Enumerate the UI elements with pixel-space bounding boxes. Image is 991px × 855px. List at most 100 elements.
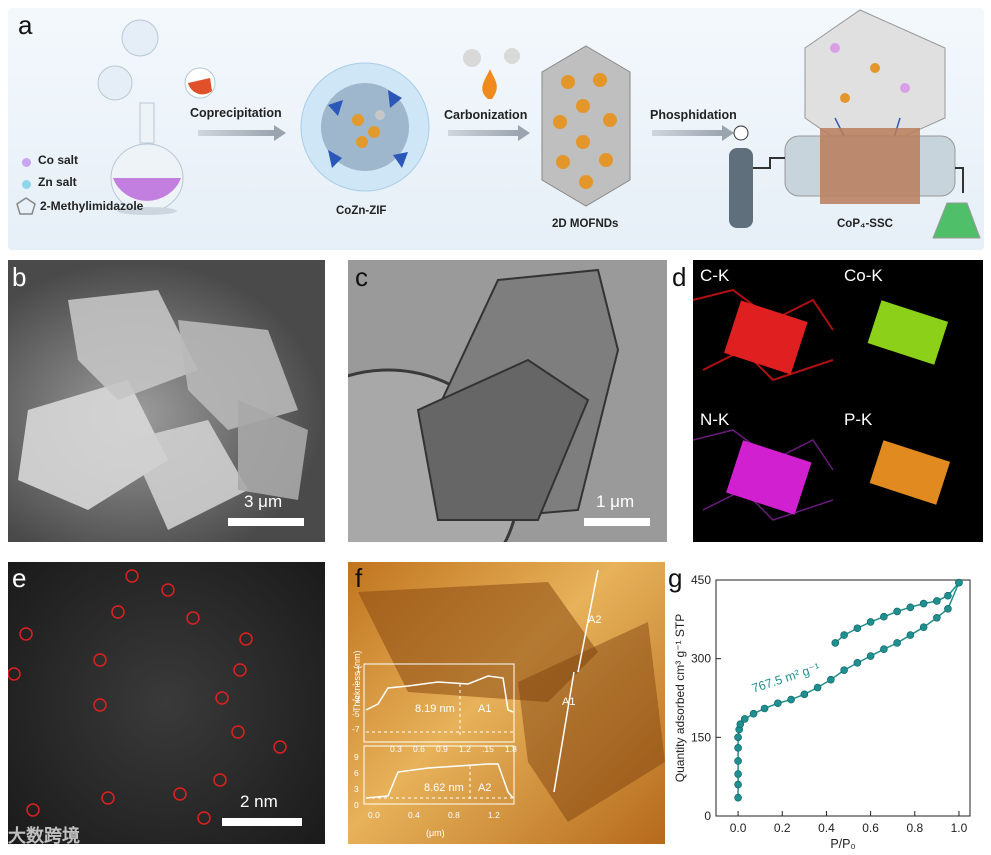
y-axis-label: Quantity adsorbed cm³ g⁻¹ STP <box>673 614 687 782</box>
data-point <box>800 690 809 699</box>
inset-top-xtick: 0.6 <box>413 744 425 754</box>
data-point <box>906 603 915 612</box>
data-point <box>787 695 795 704</box>
flame-icon <box>463 48 520 99</box>
data-point <box>866 652 875 660</box>
inset-top-xtick: 0.3 <box>390 744 402 754</box>
y-tick-label: 0 <box>704 809 711 823</box>
single-atom-marker <box>215 691 229 705</box>
inset-top-ytick: -3 <box>352 694 360 704</box>
data-point <box>866 618 875 626</box>
inset-bottom-tag: A2 <box>478 782 492 794</box>
single-atom-marker <box>161 583 175 597</box>
inset-top-ytick: -5 <box>352 709 360 719</box>
single-atom-marker <box>19 627 33 641</box>
eds-maps <box>693 260 983 542</box>
single-atom-marker <box>233 663 247 677</box>
product-cop4-ssc: CoP₄-SSC <box>837 218 893 230</box>
single-atom-marker <box>93 698 107 712</box>
scale-bar-e <box>222 818 302 826</box>
single-atom-marker <box>111 605 125 619</box>
eds-label-c-k: C-K <box>700 266 730 285</box>
eds-label-n-k: N-K <box>700 410 730 429</box>
data-point <box>919 623 928 631</box>
data-point <box>760 704 769 713</box>
isotherm-chart: 0 150 300 450 0.0 0.2 0.4 0.6 0.8 1.0 P/P₀ Quantity… <box>673 573 971 850</box>
eds-label-co-k: Co-K <box>844 266 883 285</box>
scale-text-b: 3 μm <box>244 492 283 511</box>
panel-label-d: d <box>672 262 687 292</box>
arrow-1 <box>198 125 286 141</box>
data-point <box>853 624 862 633</box>
data-point <box>734 793 742 802</box>
step-carbonization: Carbonization <box>444 108 528 122</box>
inset-bottom-xtick: 0.0 <box>368 810 380 820</box>
legend-2-methylimidazole: 2-Methylimidazole <box>40 199 144 213</box>
inset-top-ytick: 1 <box>356 664 361 674</box>
inset-top-ytick: -1 <box>352 679 360 689</box>
cozn-zif-illustration <box>300 62 430 192</box>
data-point <box>831 639 840 647</box>
data-point <box>906 631 915 639</box>
data-point <box>734 770 742 778</box>
panel-label-a: a <box>18 10 33 40</box>
eds-label-p-k: P-K <box>844 410 873 429</box>
tem-image <box>348 260 667 542</box>
single-atom-marker <box>173 787 187 801</box>
panel-label-f: f <box>355 563 363 593</box>
legend-zn-salt: Zn salt <box>38 175 77 189</box>
inset-xlabel: (μm) <box>426 828 445 838</box>
scale-bar-c <box>584 518 650 526</box>
step-coprecipitation: Coprecipitation <box>190 106 282 120</box>
data-point <box>880 645 888 654</box>
reaction-flask-illustration <box>97 19 216 215</box>
x-axis-label: P/P₀ <box>830 837 855 850</box>
data-point <box>944 591 952 600</box>
tube-furnace-illustration <box>729 9 981 239</box>
legend-co-salt: Co salt <box>38 153 79 167</box>
data-point <box>880 612 888 621</box>
thickness-profile-inset <box>363 663 515 805</box>
inset-bottom-ytick: 0 <box>354 800 359 810</box>
scale-text-e: 2 nm <box>240 792 278 811</box>
single-atom-marker <box>239 632 253 646</box>
data-point <box>893 639 901 647</box>
single-atom-marker <box>213 773 227 787</box>
inset-bottom-ytick: 3 <box>354 784 359 794</box>
single-atom-marker <box>93 653 107 667</box>
co-salt-icon <box>22 158 31 167</box>
scale-text-c: 1 μm <box>596 492 635 511</box>
inset-top-ytick: -7 <box>352 724 360 734</box>
data-point <box>827 675 835 684</box>
single-atom-marker <box>186 611 200 625</box>
zn-salt-icon <box>22 180 31 189</box>
data-point <box>734 744 742 752</box>
single-atom-marker <box>26 803 40 817</box>
y-tick-label: 150 <box>691 730 711 744</box>
x-tick-label: 0.6 <box>862 821 879 835</box>
data-point <box>813 683 822 692</box>
afm-line-label-a1: A1 <box>562 696 576 708</box>
panel-label-g: g <box>668 563 683 593</box>
x-tick-label: 0.8 <box>906 821 923 835</box>
panel-label-c: c <box>355 262 368 292</box>
data-point <box>740 715 749 723</box>
inset-top-tag: A1 <box>478 703 492 715</box>
data-point <box>749 709 758 718</box>
y-tick-label: 300 <box>691 652 711 666</box>
product-cozn-zif: CoZn-ZIF <box>336 205 387 217</box>
data-point <box>734 757 742 765</box>
arrow-3 <box>652 125 734 141</box>
inset-bottom-ytick: 6 <box>354 768 359 778</box>
inset-top-xtick: 1.2 <box>459 744 471 754</box>
data-point <box>840 666 848 675</box>
arrow-2 <box>448 125 530 141</box>
data-point <box>774 699 782 708</box>
data-point <box>734 733 742 742</box>
step-phosphidation: Phosphidation <box>650 108 737 122</box>
single-atom-marker <box>101 791 115 805</box>
data-point <box>944 605 952 613</box>
data-point <box>919 599 928 608</box>
inset-top-xtick: 0.9 <box>436 744 448 754</box>
single-atom-marker <box>231 725 245 739</box>
